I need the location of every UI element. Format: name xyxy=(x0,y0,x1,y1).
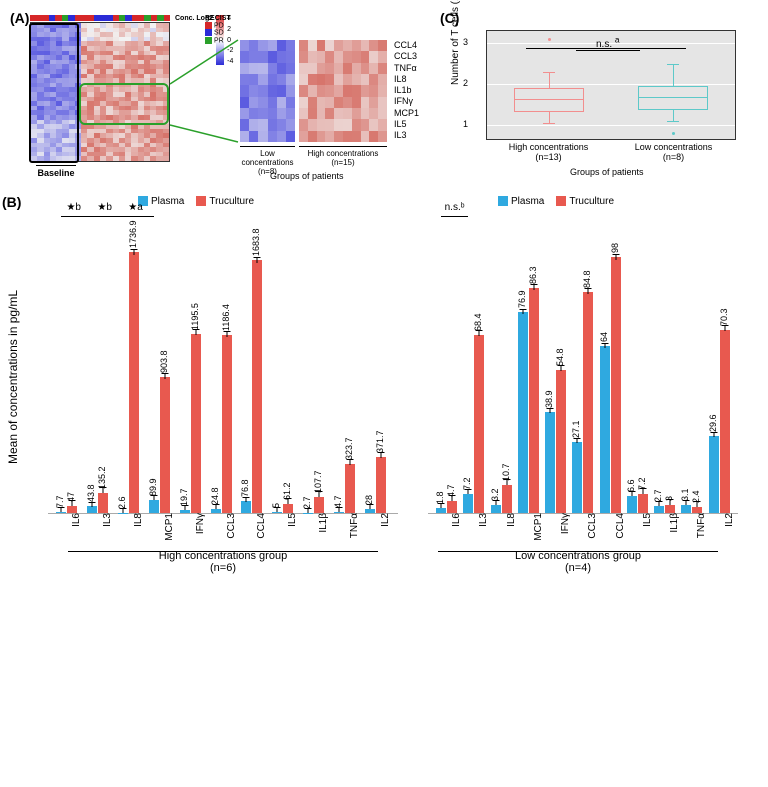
panel-b-ylabel: Mean of concentrations in pg/mL xyxy=(6,290,20,464)
panel-c: (C) Number of T cells (10⁹/L) 123 n.s. a… xyxy=(440,10,758,180)
c-xlabel-high: High concentrations(n=13) xyxy=(486,142,611,162)
recist-annot-bar xyxy=(30,15,170,21)
recist-legend: RECIST PDSDPR xyxy=(205,15,231,44)
zoom-row-labels: CCL4CCL3TNFαIL8IL1bIFNγMCP1IL5IL3 xyxy=(394,40,419,142)
panel-c-sigline xyxy=(526,48,686,49)
zoom-low xyxy=(240,40,295,142)
group-label-low: Low concentrations group(n=4) xyxy=(438,550,718,574)
panel-a-label: (A) xyxy=(10,10,29,26)
zoom-heatmap xyxy=(240,40,390,142)
plot-high: 7.747IL643.8135.2IL32.61736.9IL889.9903.… xyxy=(48,214,398,514)
legend-high: Plasma Truculture xyxy=(138,196,254,207)
zoom-high xyxy=(299,40,387,142)
chart-low: Plasma Truculture 1.84.7IL67.268.4IL33.2… xyxy=(418,194,738,574)
panel-a-groups-axis: Groups of patients xyxy=(270,171,344,181)
group-label-high: High concentrations group(n=6) xyxy=(68,550,378,574)
figure-root: (A) Baseline Conc. Log2 420-2-4 RECIST P… xyxy=(10,10,758,574)
legend-low: Plasma Truculture xyxy=(498,196,614,207)
panel-b: (B) Mean of concentrations in pg/mL Plas… xyxy=(10,194,758,574)
panel-c-groups-axis: Groups of patients xyxy=(570,167,644,177)
chart-high: Plasma Truculture 7.747IL643.8135.2IL32.… xyxy=(38,194,398,574)
c-xlabel-low: Low concentrations(n=8) xyxy=(611,142,736,162)
panel-c-xlabels: High concentrations(n=13) Low concentrat… xyxy=(486,142,736,162)
panel-a: (A) Baseline Conc. Log2 420-2-4 RECIST P… xyxy=(10,10,440,180)
top-row: (A) Baseline Conc. Log2 420-2-4 RECIST P… xyxy=(10,10,758,180)
plot-low: 1.84.7IL67.268.4IL33.210.7IL876.986.3MCP… xyxy=(428,214,738,514)
chart-pair: Plasma Truculture 7.747IL643.8135.2IL32.… xyxy=(38,194,758,574)
panel-c-ylabel: Number of T cells (10⁹/L) xyxy=(450,0,461,85)
recist-legend-title: RECIST xyxy=(205,15,231,22)
panel-b-label: (B) xyxy=(2,194,21,210)
heatmap-main xyxy=(30,22,170,162)
baseline-label: Baseline xyxy=(36,165,76,178)
